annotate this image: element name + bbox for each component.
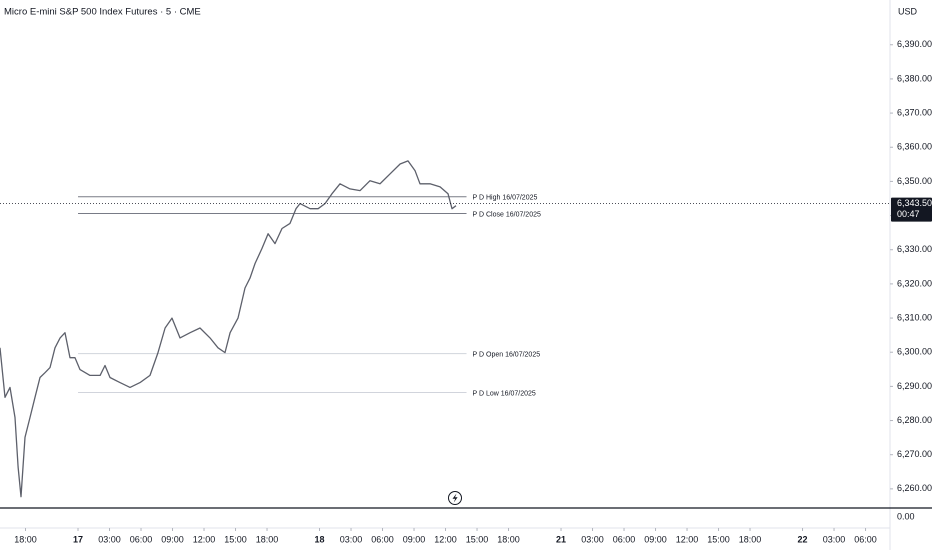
x-tick-label: 18:00 (497, 534, 520, 544)
x-tick-label: 09:00 (403, 534, 426, 544)
x-tick-label: 03:00 (340, 534, 363, 544)
x-tick-label: 18 (315, 534, 325, 544)
x-tick-label: 18:00 (256, 534, 279, 544)
y-tick-label: 6,330.00 (897, 244, 932, 254)
x-tick-label: 06:00 (371, 534, 394, 544)
y-tick-label: 6,380.00 (897, 73, 932, 83)
x-tick-label: 03:00 (581, 534, 604, 544)
y-tick-label: 6,310.00 (897, 312, 932, 322)
y-tick-label: 6,290.00 (897, 381, 932, 391)
x-tick-label: 12:00 (676, 534, 699, 544)
lower-pane-label: 0.00 (897, 511, 915, 521)
x-tick-label: 09:00 (644, 534, 667, 544)
y-tick-label: 6,270.00 (897, 449, 932, 459)
x-tick-label: 06:00 (613, 534, 636, 544)
x-tick-label: 21 (556, 534, 566, 544)
last-price-label: 6,343.50 (897, 198, 932, 208)
x-tick-label: 03:00 (98, 534, 121, 544)
alert-icon[interactable] (448, 491, 462, 505)
countdown: 00:47 (897, 209, 920, 219)
level-label: P D Close 16/07/2025 (473, 211, 541, 218)
x-tick-label: 06:00 (854, 534, 877, 544)
y-tick-label: 6,370.00 (897, 107, 932, 117)
x-tick-label: 17 (73, 534, 83, 544)
x-tick-label: 09:00 (161, 534, 184, 544)
level-label: P D High 16/07/2025 (473, 195, 538, 202)
x-tick-label: 03:00 (823, 534, 846, 544)
x-tick-label: 18:00 (14, 534, 37, 544)
currency: USD (898, 6, 918, 16)
y-tick-label: 6,300.00 (897, 347, 932, 357)
level-label: P D Low 16/07/2025 (473, 390, 536, 397)
y-tick-label: 6,260.00 (897, 483, 932, 493)
x-tick-label: 22 (798, 534, 808, 544)
x-tick-label: 15:00 (466, 534, 489, 544)
y-tick-label: 6,360.00 (897, 142, 932, 152)
y-tick-label: 6,320.00 (897, 278, 932, 288)
price-line (0, 160, 457, 498)
x-tick-label: 06:00 (130, 534, 153, 544)
x-tick-label: 18:00 (739, 534, 762, 544)
level-label: P D Open 16/07/2025 (473, 351, 541, 358)
x-tick-label: 12:00 (434, 534, 457, 544)
chart-title: Micro E-mini S&P 500 Index Futures · 5 ·… (4, 7, 201, 18)
y-tick-label: 6,390.00 (897, 39, 932, 49)
x-tick-label: 15:00 (224, 534, 247, 544)
y-tick-label: 6,280.00 (897, 415, 932, 425)
x-tick-label: 15:00 (707, 534, 730, 544)
x-tick-label: 12:00 (193, 534, 216, 544)
last-price-box (891, 197, 932, 222)
y-tick-label: 6,350.00 (897, 176, 932, 186)
